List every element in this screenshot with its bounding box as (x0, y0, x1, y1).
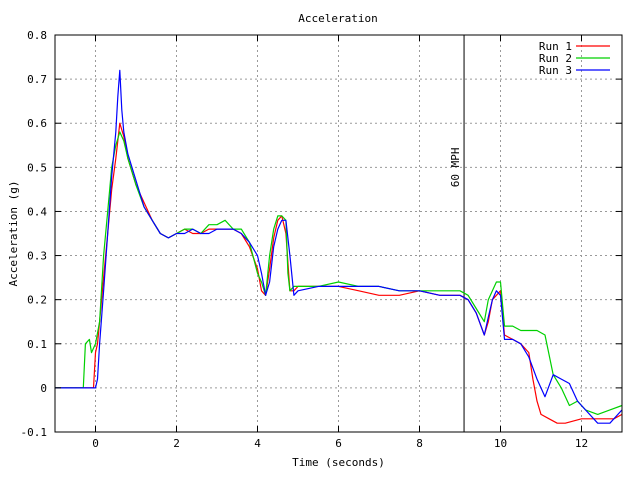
x-tick-label: 4 (254, 437, 261, 450)
annotation-60mph: 60 MPH (449, 35, 465, 432)
grid (55, 34, 622, 433)
x-tick-label: 2 (173, 437, 180, 450)
x-tick-label: 8 (416, 437, 423, 450)
x-tick-label: 6 (335, 437, 342, 450)
legend-label-run-3: Run 3 (539, 64, 572, 77)
y-tick-label: 0.2 (27, 294, 47, 307)
x-axis-label: Time (seconds) (292, 456, 385, 469)
y-tick-label: 0.3 (27, 250, 47, 263)
legend-label-run-2: Run 2 (539, 52, 572, 65)
y-tick-label: 0.8 (27, 29, 47, 42)
y-tick-label: 0.4 (27, 205, 47, 218)
x-tick-label: 12 (575, 437, 588, 450)
series-line-run-3 (55, 69, 623, 424)
y-axis-label: Acceleration (g) (7, 181, 20, 287)
series-line-run-2 (55, 131, 623, 415)
plot-frame (54, 34, 623, 433)
y-tick-label: -0.1 (21, 426, 48, 439)
annotation-label: 60 MPH (449, 147, 462, 187)
x-tick-label: 10 (494, 437, 507, 450)
y-tick-label: 0 (40, 382, 47, 395)
y-tick-label: 0.5 (27, 161, 47, 174)
legend-label-run-1: Run 1 (539, 40, 572, 53)
axis-ticks: 0 2 4 6 8 10 12 -0.1 0 0.1 0.2 0.3 0.4 0.5 0.6 0.7 0.8 (21, 29, 622, 450)
x-tick-label: 0 (92, 437, 99, 450)
series-group (55, 69, 623, 424)
y-tick-label: 0.7 (27, 73, 47, 86)
chart-title: Acceleration (298, 12, 377, 25)
y-tick-label: 0.6 (27, 117, 47, 130)
y-tick-label: 0.1 (27, 338, 47, 351)
